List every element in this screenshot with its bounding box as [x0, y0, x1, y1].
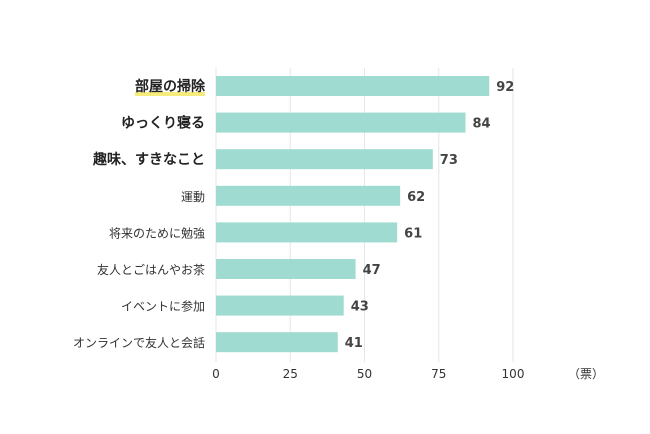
bar-8: [216, 332, 338, 353]
value-label-7: 43: [351, 300, 369, 315]
bars: [216, 76, 490, 353]
label-highlights: [135, 92, 205, 96]
x-tick-label-0: 0: [212, 367, 220, 381]
bar-1: [216, 76, 490, 96]
bar-5: [216, 222, 398, 243]
bar-7: [216, 295, 344, 316]
value-label-6: 47: [363, 263, 381, 278]
value-label-3: 73: [440, 153, 458, 168]
category-label-1: 部屋の掃除: [135, 78, 206, 95]
value-label-1: 92: [496, 80, 514, 95]
value-labels: 92 84 73 62 61 47 43 41: [345, 80, 515, 351]
value-label-2: 84: [472, 117, 490, 132]
x-tick-label-25: 25: [283, 367, 298, 381]
x-axis-ticks: 0 25 50 75 100: [212, 367, 524, 381]
bar-6: [216, 259, 356, 279]
category-label-7: イベントに参加: [121, 299, 205, 314]
value-label-4: 62: [407, 190, 425, 205]
x-axis-unit-label: （票）: [568, 367, 604, 381]
category-label-8: オンラインで友人と会話: [73, 335, 205, 350]
x-tick-label-100: 100: [502, 367, 525, 381]
value-label-8: 41: [345, 336, 363, 351]
category-label-4: 運動: [181, 190, 205, 204]
bar-2: [216, 112, 466, 133]
x-tick-label-50: 50: [357, 367, 372, 381]
label-highlight-1: [135, 92, 205, 96]
x-tick-label-75: 75: [431, 367, 446, 381]
category-label-2: ゆっくり寝る: [121, 115, 205, 132]
bar-4: [216, 185, 401, 206]
gridlines: [215, 68, 514, 362]
category-labels: 部屋の掃除ゆっくり寝る趣味、すきなこと運動将来のために勉強友人とごはんやお茶イベ…: [73, 78, 206, 350]
category-label-6: 友人とごはんやお茶: [97, 262, 205, 277]
bar-3: [216, 149, 433, 170]
category-label-3: 趣味、すきなこと: [92, 151, 205, 168]
category-label-5: 将来のために勉強: [109, 226, 205, 240]
value-label-5: 61: [404, 226, 422, 241]
